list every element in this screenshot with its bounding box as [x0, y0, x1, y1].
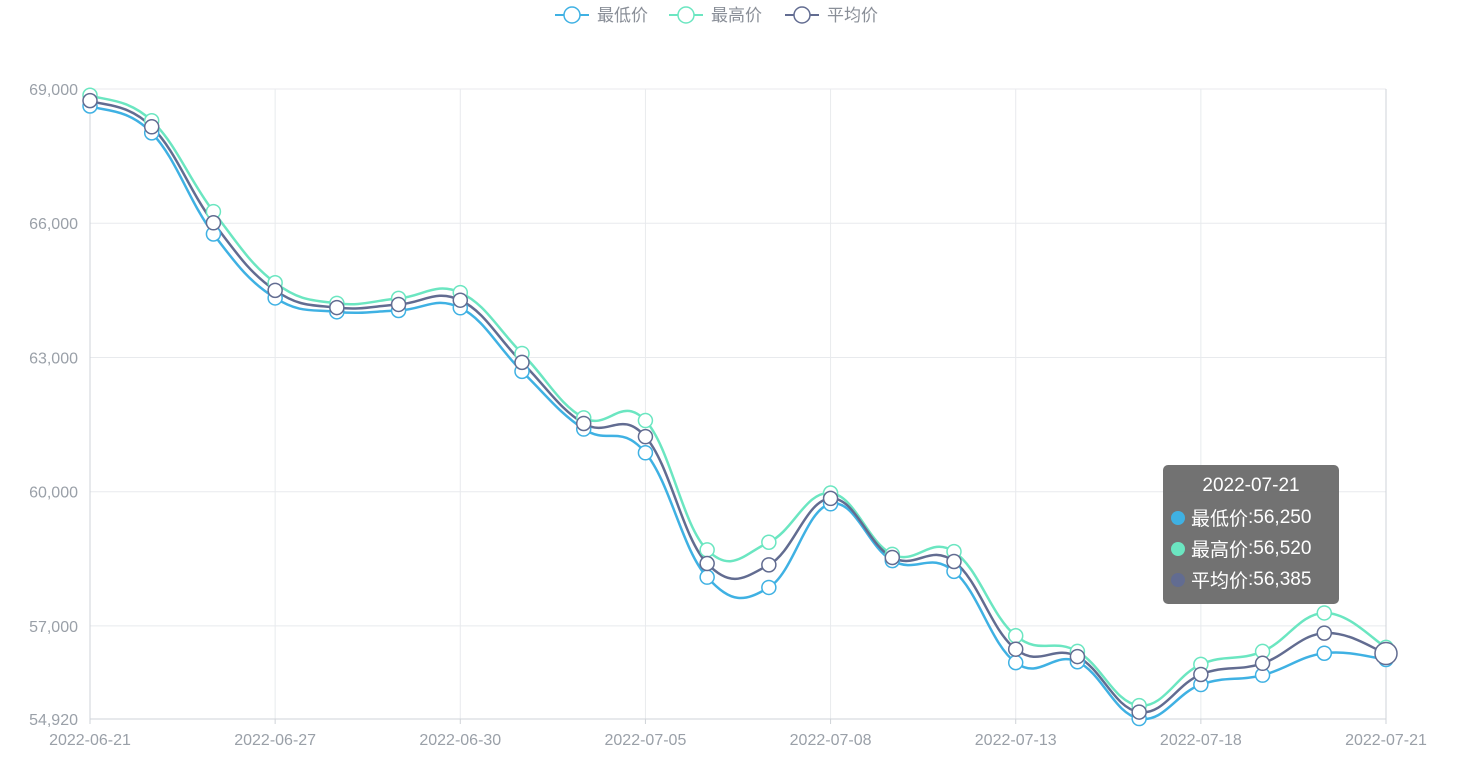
data-point-avg[interactable] [822, 490, 839, 507]
series-line-avg [89, 99, 1387, 714]
tooltip-title: 2022-07-21 [1202, 475, 1300, 496]
y-tick-label: 57,000 [29, 619, 78, 636]
tooltip-value-avg: 56,385 [1253, 568, 1312, 590]
tooltip-label-min: 最低价 [1191, 509, 1249, 530]
y-tick-label: 60,000 [29, 485, 78, 502]
data-point-avg[interactable] [1316, 625, 1333, 641]
legend-marker [563, 6, 581, 24]
data-point-avg[interactable] [575, 415, 592, 432]
data-point-min[interactable] [761, 579, 777, 596]
axes: 54,920 57,000 60,000 63,000 66,000 69,000 2022… [29, 82, 1427, 749]
tooltip-value-min: 56,250 [1253, 506, 1312, 528]
data-point-avg[interactable] [1374, 641, 1398, 666]
series-lines [89, 94, 1387, 721]
data-point-avg[interactable] [390, 296, 407, 313]
data-point-avg[interactable] [452, 292, 469, 308]
y-tick-label: 69,000 [29, 82, 78, 99]
legend-item-max[interactable]: 最高价 [669, 6, 762, 25]
data-point-max[interactable] [637, 412, 654, 429]
x-tick-label: 2022-06-30 [419, 732, 501, 749]
x-tick-label: 2022-06-21 [49, 732, 131, 749]
data-point-avg[interactable] [205, 215, 222, 231]
data-point-avg[interactable] [1254, 655, 1271, 672]
data-point-avg[interactable] [514, 354, 530, 371]
x-tick-label: 2022-07-05 [605, 732, 687, 749]
series-dot-avg [1171, 572, 1185, 587]
y-tick-label: 66,000 [29, 216, 78, 233]
grid [89, 88, 1387, 720]
legend-item-min[interactable]: 最低价 [555, 6, 648, 25]
data-point-max[interactable] [761, 534, 777, 551]
data-point-avg[interactable] [946, 553, 962, 570]
data-point-avg[interactable] [761, 557, 777, 573]
series-dot-min [1171, 510, 1185, 525]
tooltip-label-max: 最高价 [1191, 540, 1249, 561]
tooltip-value-max: 56,520 [1253, 537, 1312, 559]
data-point-avg[interactable] [143, 119, 160, 135]
tooltip-row-min: 最低价: 56,250 [1171, 502, 1331, 533]
x-tick-label: 2022-06-27 [234, 732, 316, 749]
data-point-avg[interactable] [267, 282, 283, 299]
data-point-min[interactable] [637, 445, 654, 461]
data-point-avg[interactable] [1007, 641, 1024, 657]
tooltip-row-avg: 平均价: 56,385 [1171, 564, 1331, 595]
y-tick-label: 54,920 [29, 712, 78, 729]
legend-item-avg[interactable]: 平均价 [785, 6, 878, 25]
legend-marker [793, 6, 811, 24]
data-point-avg[interactable] [699, 555, 715, 572]
y-tick-label: 63,000 [29, 350, 78, 367]
x-tick-label: 2022-07-08 [790, 732, 872, 749]
tooltip-label-avg: 平均价 [1191, 571, 1249, 592]
data-point-avg[interactable] [884, 549, 901, 566]
data-point-max[interactable] [1007, 628, 1024, 644]
tooltip: 2022-07-21 最低价: 56,250 最高价: 56,520 平均价: … [1163, 465, 1339, 604]
x-tick-label: 2022-07-21 [1345, 732, 1427, 749]
legend-label: 平均价 [827, 6, 878, 25]
data-point-max[interactable] [699, 542, 715, 558]
x-tick-label: 2022-07-18 [1160, 732, 1242, 749]
data-point-min[interactable] [699, 569, 715, 585]
legend-label: 最低价 [597, 6, 648, 25]
data-point-min[interactable] [1316, 645, 1333, 661]
data-point-avg[interactable] [329, 299, 345, 316]
data-point-avg[interactable] [1131, 704, 1147, 720]
legend: 最低价 最高价 平均价 [555, 6, 878, 25]
data-point-avg[interactable] [1193, 666, 1209, 683]
series-line-max [89, 94, 1387, 707]
data-point-avg[interactable] [637, 428, 654, 445]
legend-label: 最高价 [711, 6, 762, 25]
data-point-max[interactable] [1316, 605, 1333, 621]
x-tick-label: 2022-07-13 [975, 732, 1057, 749]
series-dot-max [1171, 541, 1185, 556]
data-point-avg[interactable] [82, 92, 98, 109]
series-line-min [89, 104, 1387, 721]
tooltip-row-max: 最高价: 56,520 [1171, 533, 1331, 564]
legend-marker [677, 6, 695, 24]
data-point-avg[interactable] [1069, 648, 1086, 665]
data-point-min[interactable] [1007, 654, 1024, 671]
data-points [82, 87, 1398, 727]
